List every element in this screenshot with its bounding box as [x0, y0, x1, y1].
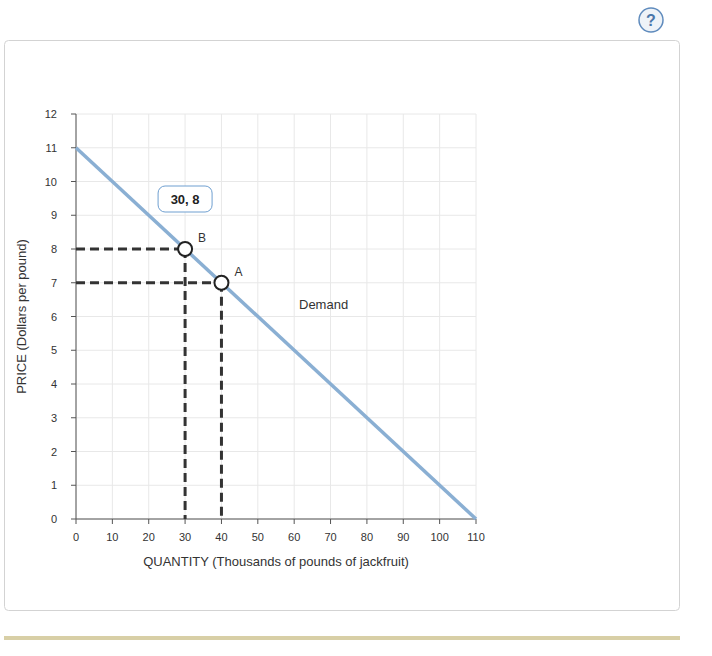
grid-line	[76, 384, 476, 385]
grid-line	[76, 350, 476, 351]
price-guide	[76, 281, 221, 284]
y-tick	[71, 215, 76, 216]
y-tick-label: 7	[51, 277, 57, 289]
y-tick-label: 4	[51, 378, 57, 390]
y-tick	[71, 316, 76, 317]
x-tick	[330, 519, 331, 524]
x-tick	[148, 519, 149, 524]
y-tick	[71, 114, 76, 115]
x-tick	[185, 519, 186, 524]
x-tick-label: 60	[288, 531, 300, 543]
y-tick	[71, 519, 76, 520]
x-tick-label: 80	[361, 531, 373, 543]
x-tick	[439, 519, 440, 524]
quantity-guide	[220, 283, 223, 519]
x-tick	[366, 519, 367, 524]
x-axis-label: QUANTITY (Thousands of pounds of jackfru…	[143, 554, 409, 569]
y-tick-label: 11	[46, 142, 57, 154]
quantity-guide	[184, 249, 187, 519]
x-tick-label: 40	[215, 531, 227, 543]
grid-line	[76, 215, 476, 216]
y-tick-label: 12	[45, 108, 57, 120]
y-axis-label: PRICE (Dollars per pound)	[14, 239, 29, 394]
x-tick	[112, 519, 113, 524]
x-tick	[476, 519, 477, 524]
y-tick	[71, 282, 76, 283]
y-tick-label: 8	[51, 243, 57, 255]
grid-line	[221, 114, 222, 519]
y-tick	[71, 350, 76, 351]
y-tick	[71, 451, 76, 452]
grid-line	[76, 147, 476, 148]
x-tick-label: 20	[143, 531, 155, 543]
y-tick-label: 1	[51, 479, 57, 491]
y-tick	[71, 485, 76, 486]
y-tick-label: 0	[51, 513, 57, 525]
grid-line	[76, 181, 476, 182]
x-tick	[403, 519, 404, 524]
y-tick	[71, 181, 76, 182]
x-tick	[76, 519, 77, 524]
plot-area	[76, 148, 476, 519]
x-tick-label: 30	[179, 531, 191, 543]
grid-line	[76, 316, 476, 317]
y-tick	[71, 417, 76, 418]
grid-line	[76, 249, 476, 250]
x-tick	[257, 519, 258, 524]
grid-line	[76, 282, 476, 283]
y-tick-label: 3	[51, 412, 57, 424]
x-tick	[294, 519, 295, 524]
grid-line	[76, 451, 476, 452]
y-tick-label: 2	[51, 446, 57, 458]
annotation-text: 30, 8	[171, 192, 200, 207]
point-marker	[178, 242, 192, 256]
y-tick-label: 5	[51, 344, 57, 356]
y-tick	[71, 249, 76, 250]
x-tick-label: 110	[467, 531, 485, 543]
point-label: A	[234, 265, 242, 279]
help-icon[interactable]	[639, 8, 663, 32]
x-tick	[221, 519, 222, 524]
grid-line	[76, 417, 476, 418]
x-tick-label: 100	[430, 531, 448, 543]
demand-line	[76, 148, 476, 519]
annotation-box	[158, 186, 212, 212]
grid-line	[76, 485, 476, 486]
canvas: ?010203040506070809010011001234567891011…	[0, 0, 712, 656]
y-tick-label: 10	[45, 176, 57, 188]
x-tick-label: 70	[324, 531, 336, 543]
x-tick-label: 0	[73, 531, 79, 543]
x-tick-label: 90	[397, 531, 409, 543]
point-label: B	[198, 231, 206, 245]
y-tick-label: 6	[51, 311, 57, 323]
y-tick	[71, 384, 76, 385]
x-tick-label: 50	[252, 531, 264, 543]
grid-line	[76, 519, 476, 520]
divider	[4, 636, 680, 640]
help-label[interactable]: ?	[646, 12, 656, 29]
x-tick-label: 10	[106, 531, 118, 543]
series-label: Demand	[299, 297, 348, 312]
x-axis	[76, 519, 476, 520]
y-tick	[71, 147, 76, 148]
price-guide	[76, 248, 185, 251]
point-marker	[214, 276, 228, 290]
panel-frame	[5, 41, 680, 611]
y-tick-label: 9	[51, 209, 57, 221]
grid-line	[76, 114, 476, 115]
